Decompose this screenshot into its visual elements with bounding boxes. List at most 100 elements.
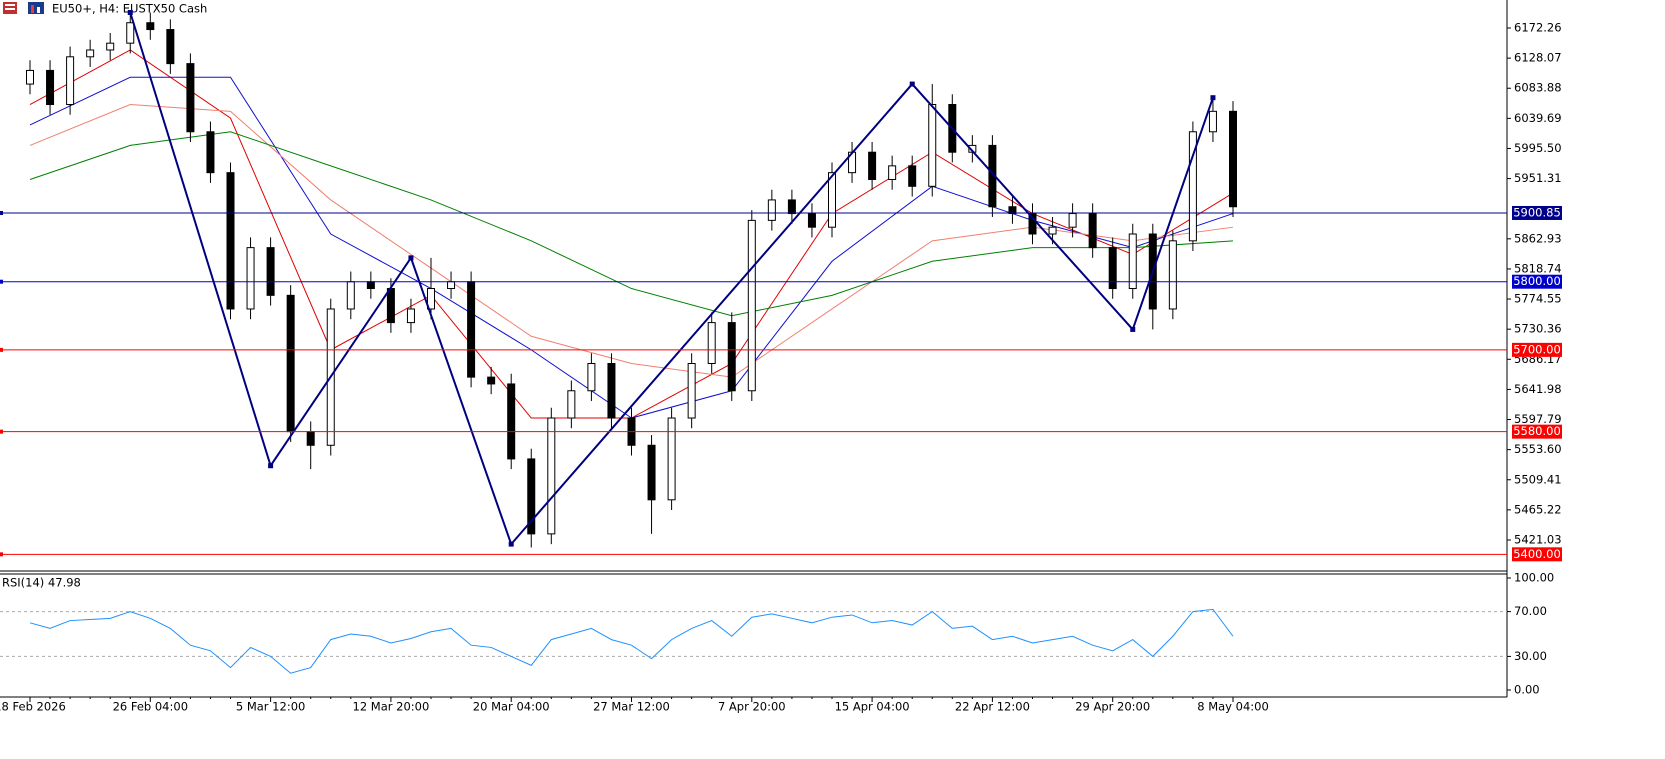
candle-body [66,56,75,106]
menu-icon-line [5,4,15,6]
candle-body [487,376,496,385]
y-tick-label: 0.00 [1514,683,1540,697]
y-tick-label: 5818.74 [1514,261,1562,275]
candle-body [908,165,917,187]
chart-title: EU50+, H4: EUSTX50 Cash [52,2,207,16]
x-tick-label: 26 Feb 04:00 [113,700,188,714]
candle-body [286,294,295,433]
candle-body [1048,226,1057,235]
x-tick-label: 12 Mar 20:00 [353,700,430,714]
x-tick-label: 7 Apr 20:00 [718,700,786,714]
candle-body [1188,131,1197,242]
candle-body [767,199,776,221]
x-tick-label: 18 Feb 2026 [0,700,66,714]
zigzag-point [268,463,274,469]
menu-icon-line [5,8,15,10]
candle-body [828,172,836,228]
candle-body [667,417,676,501]
level-label-box [1512,547,1562,562]
y-tick-label: 6083.88 [1514,81,1562,95]
candle-body [126,22,135,44]
y-tick-label: 6128.07 [1514,51,1562,65]
zigzag-point [408,255,414,261]
candle-body [787,199,796,215]
y-tick-label: 5995.50 [1514,141,1562,155]
x-tick-label: 22 Apr 12:00 [955,700,1030,714]
candle-body [1208,110,1217,133]
y-tick-label: 30.00 [1514,649,1547,663]
candle-body [447,281,456,290]
candle-body [1229,110,1237,208]
candle-body [1028,213,1037,235]
candle-body [868,151,877,180]
y-tick-label: 5553.60 [1514,442,1562,456]
zigzag-point [1210,95,1216,101]
chart-icon[interactable] [28,2,44,14]
level-label: 5580.00 [1513,424,1561,438]
candle-body [146,22,155,31]
candle-body [206,131,215,174]
candle-body [166,29,175,65]
level-label-box [1512,342,1562,357]
candle-body [386,288,395,324]
candle-body [607,362,616,419]
candle-body [567,390,576,419]
candle-body [1088,213,1097,249]
x-tick-label: 5 Mar 12:00 [236,700,305,714]
level-marker [0,552,3,557]
chart-icon-bar [37,7,40,13]
y-tick-label: 5421.03 [1514,532,1562,546]
y-tick-label: 5862.93 [1514,231,1562,245]
y-tick-label: 5509.41 [1514,472,1562,486]
candle-body [346,281,355,310]
candle-body [106,42,115,51]
candle-body [246,247,255,310]
y-tick-label: 5951.31 [1514,171,1562,185]
moving-average [29,131,1234,317]
zigzag-point [508,541,514,547]
zigzag-point [909,81,915,87]
candle-body [26,69,34,85]
level-marker [0,210,3,215]
x-tick-label: 15 Apr 04:00 [835,700,910,714]
candle-body [807,213,816,228]
rsi-title: RSI(14) 47.98 [2,576,81,590]
level-marker [0,279,3,284]
level-label: 5400.00 [1513,547,1561,561]
candle-body [747,219,756,392]
candle-body [467,281,476,378]
candle-body [928,104,937,187]
candle-body [647,444,656,501]
candle-body [507,383,516,460]
candle-body [1008,206,1017,215]
x-tick-label: 29 Apr 20:00 [1075,700,1150,714]
chart-icon-bar [31,5,34,13]
level-label-box [1512,205,1562,220]
level-marker [0,347,3,352]
candle-body [727,322,736,392]
x-tick-label: 20 Mar 04:00 [473,700,550,714]
candle-body [707,322,716,364]
candle-body [46,69,55,106]
y-tick-label: 6039.69 [1514,111,1562,125]
y-tick-label: 5641.98 [1514,382,1562,396]
level-label-box [1512,274,1562,289]
candle-body [587,362,596,392]
candle-body [687,362,696,419]
zigzag-point [1130,326,1136,332]
candle-body [888,165,897,180]
rsi-line [29,608,1234,674]
x-tick-label: 8 May 04:00 [1197,700,1269,714]
level-label: 5900.85 [1513,205,1561,219]
candle-body [306,431,315,446]
level-label-box [1512,424,1562,439]
y-tick-label: 5774.55 [1514,292,1562,306]
candle-body [406,308,415,324]
x-tick-label: 27 Mar 12:00 [593,700,670,714]
zigzag-point [127,10,133,16]
candle-body [366,281,375,290]
candle-body [1168,240,1177,310]
candle-body [226,172,235,310]
y-tick-label: 6172.26 [1514,21,1562,35]
